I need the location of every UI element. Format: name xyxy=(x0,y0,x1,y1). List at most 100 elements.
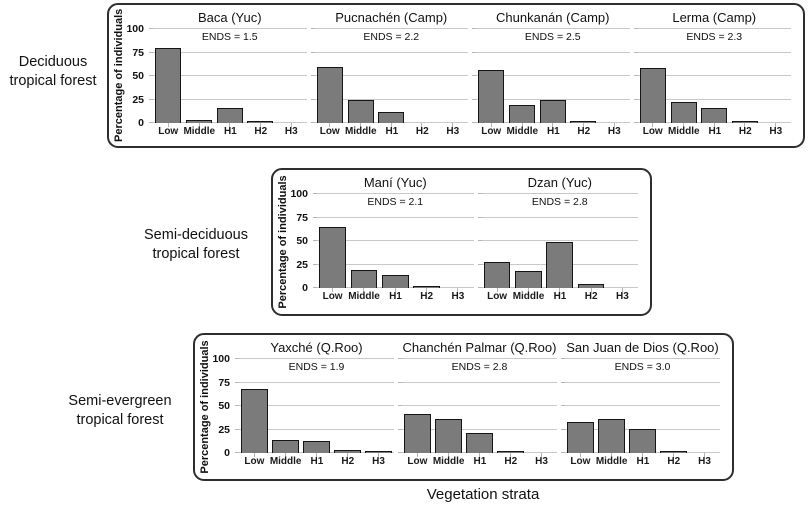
bar-h2 xyxy=(413,286,440,288)
y-tick-mark xyxy=(398,405,402,406)
x-tick-mark xyxy=(417,453,418,457)
group-label: Semi-deciduous tropical forest xyxy=(111,226,281,264)
bar-h1 xyxy=(701,107,728,123)
y-axis-tick-label: 75 xyxy=(296,211,308,224)
ends-annotation: ENDS = 2.5 xyxy=(524,31,581,43)
bar-low xyxy=(155,47,182,123)
plot-area xyxy=(310,28,468,127)
gridline xyxy=(314,75,468,76)
y-tick-mark xyxy=(477,263,482,265)
x-axis-tick-label: H2 xyxy=(420,291,434,302)
y-axis-tick-label: 100 xyxy=(290,188,308,200)
x-axis-tick-label: H2 xyxy=(584,291,598,302)
x-tick-mark xyxy=(363,288,365,292)
bar-middle xyxy=(670,102,697,123)
y-axis-tick-label: 100 xyxy=(212,353,230,365)
ends-annotation: ENDS = 2.3 xyxy=(686,31,743,43)
gridline xyxy=(314,51,468,53)
y-tick-mark xyxy=(310,28,315,29)
gridline xyxy=(239,358,394,359)
x-tick-mark xyxy=(652,123,654,127)
x-axis-tick-label: H1 xyxy=(389,291,402,302)
y-tick-mark xyxy=(310,122,315,123)
bar-h1 xyxy=(629,428,656,453)
bar-low xyxy=(478,70,505,123)
x-axis-tick-label: H2 xyxy=(254,126,268,137)
gridline xyxy=(153,98,307,100)
bar-h1 xyxy=(546,241,574,288)
y-axis-tick-label: 75 xyxy=(218,376,230,389)
gridline xyxy=(314,98,468,100)
y-axis-tick-label: 50 xyxy=(296,235,308,247)
y-tick-mark xyxy=(235,428,239,430)
panel-title: San Juan de Dios (Q.Roo) xyxy=(566,340,719,355)
panel-title: Baca (Yuc) xyxy=(197,10,262,25)
y-tick-mark xyxy=(149,98,153,100)
panel-title: Yaxché (Q.Roo) xyxy=(270,340,363,355)
ends-annotation: ENDS = 1.9 xyxy=(288,361,345,373)
x-axis-tick-label: Middle xyxy=(269,456,302,467)
y-axis-tick-label: 50 xyxy=(218,400,230,412)
x-tick-mark xyxy=(229,123,231,127)
y-axis-tick-label: 100 xyxy=(126,23,144,35)
x-tick-mark xyxy=(390,123,392,127)
y-tick-mark xyxy=(235,358,239,359)
bar-middle xyxy=(515,271,542,288)
gridline xyxy=(402,381,557,383)
x-tick-mark xyxy=(590,288,592,292)
y-tick-mark xyxy=(310,51,315,53)
gridline xyxy=(402,428,557,430)
gridline xyxy=(476,98,630,100)
bar-h2 xyxy=(731,121,758,123)
bar-chart-panel: Lerma (Camp) ENDS = 2.3 Low Middle H1 H2 H3 xyxy=(633,5,796,146)
x-axis-tick-label: H3 xyxy=(284,126,298,137)
x-axis-tick-label: Low xyxy=(481,126,502,137)
x-tick-mark xyxy=(521,123,523,127)
x-axis-tick-label: Middle xyxy=(506,126,539,137)
bar-middle xyxy=(598,419,625,453)
x-tick-mark xyxy=(683,123,685,127)
x-axis-tick-label: Low xyxy=(158,126,179,137)
bar-chart-panel: Maní (Yuc) ENDS = 2.1 Low Middle H1 H2 H3 xyxy=(313,170,478,314)
y-tick-mark xyxy=(313,263,317,265)
gridline xyxy=(317,193,474,194)
panel-group-box: Percentage of individuals 100 75 50 25 0 Maní … xyxy=(271,168,652,316)
y-tick-mark xyxy=(149,51,153,53)
ends-annotation: ENDS = 1.5 xyxy=(201,31,258,43)
panels-container: Yaxché (Q.Roo) ENDS = 1.9 Low Middle H1 H2 H3 C… xyxy=(235,335,732,479)
bar-h1 xyxy=(216,107,243,123)
x-tick-mark xyxy=(613,123,615,127)
group-label-line1: Deciduous xyxy=(18,54,88,70)
bar-h2 xyxy=(334,450,361,453)
bar-middle xyxy=(509,105,536,123)
x-axis-tick-label: H3 xyxy=(451,291,465,302)
panel-group-box: Percentage of individuals 100 75 50 25 0 Yaxch… xyxy=(193,333,734,481)
bar-middle xyxy=(272,439,299,453)
gridline xyxy=(239,428,394,430)
bar-middle xyxy=(186,120,213,123)
x-tick-mark xyxy=(510,453,511,457)
x-tick-mark xyxy=(290,123,292,127)
x-axis-tick-label: H3 xyxy=(372,456,385,467)
bar-low xyxy=(319,226,346,288)
panels-container: Baca (Yuc) ENDS = 1.5 Low Middle H1 H2 H3 Pucna… xyxy=(149,5,803,146)
gridline xyxy=(317,240,474,241)
gridline xyxy=(239,381,394,383)
gridline xyxy=(637,51,791,53)
bar-middle xyxy=(350,270,378,288)
plot-area xyxy=(633,28,791,127)
x-tick-mark xyxy=(713,123,715,127)
x-tick-mark xyxy=(580,453,581,457)
gridline xyxy=(402,405,557,406)
panel-title: Lerma (Camp) xyxy=(672,10,757,25)
x-tick-mark xyxy=(621,288,623,292)
x-axis-tick-labels: Low Middle H1 H2 H3 xyxy=(476,126,630,137)
gridline xyxy=(153,51,307,53)
y-tick-mark xyxy=(313,287,317,288)
bar-h1 xyxy=(303,440,330,453)
y-tick-mark xyxy=(633,122,638,123)
plot-area xyxy=(235,358,394,457)
y-tick-mark xyxy=(149,28,153,29)
gridline xyxy=(481,240,638,241)
y-tick-mark xyxy=(398,452,402,453)
